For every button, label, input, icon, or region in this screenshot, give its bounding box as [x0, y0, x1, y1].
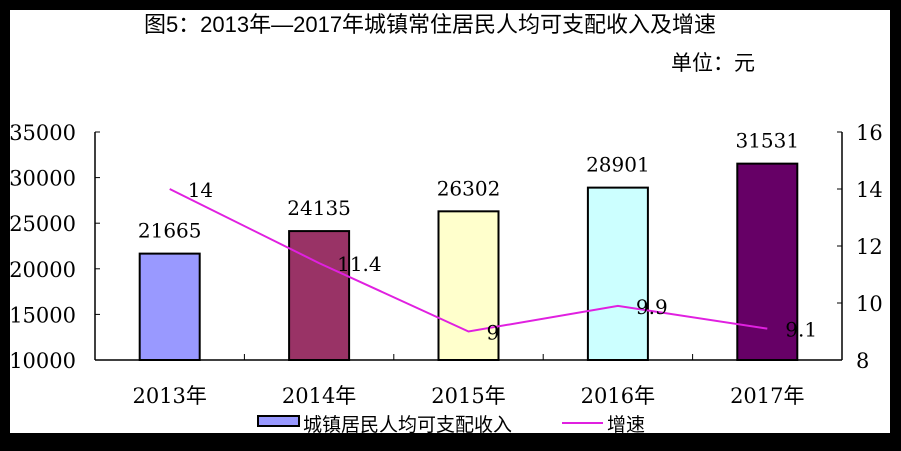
y-right-tick-label: 8	[856, 349, 869, 373]
bar-2014年	[288, 230, 351, 361]
x-tick-label: 2013年	[132, 384, 206, 408]
y-left-tick-label: 30000	[9, 167, 76, 191]
y-left-tick-label: 15000	[9, 303, 76, 327]
bar-2015年	[437, 210, 500, 361]
bar-data-label: 28901	[586, 153, 650, 177]
line-data-label: 9	[487, 321, 500, 345]
y-right-tick-label: 12	[856, 235, 883, 259]
bar-data-label: 31531	[735, 129, 799, 153]
line-data-label: 14	[188, 178, 213, 202]
line-data-label: 11.4	[337, 252, 382, 276]
bar-data-label: 26302	[437, 176, 501, 200]
line-data-label: 9.1	[785, 318, 817, 342]
unit-label: 单位：元	[671, 52, 755, 75]
x-tick-label: 2014年	[282, 384, 356, 408]
y-left-tick-label: 25000	[9, 212, 76, 236]
bar-2017年	[736, 162, 799, 361]
legend-swatch-income	[257, 415, 300, 427]
y-right-tick-label: 16	[856, 121, 883, 145]
growth-line	[169, 188, 768, 333]
x-tick-label: 2016年	[581, 384, 655, 408]
y-left-tick-label: 20000	[9, 258, 76, 282]
legend: 城镇居民人均可支配收入 增速	[257, 414, 645, 436]
y-left-tick-label: 35000	[9, 121, 76, 145]
bar-data-label: 24135	[287, 196, 351, 220]
x-tick-label: 2015年	[431, 384, 505, 408]
y-left-tick-label: 10000	[9, 349, 76, 373]
bar-2016年	[586, 186, 649, 361]
legend-label-income: 城镇居民人均可支配收入	[303, 414, 512, 436]
y-right-tick-label: 14	[856, 178, 883, 202]
y-right-tick-label: 10	[856, 292, 883, 316]
legend-label-growth: 增速	[607, 414, 645, 436]
bar-data-label: 21665	[138, 219, 202, 243]
chart-title: 图5：2013年—2017年城镇常住居民人均可支配收入及增速	[144, 12, 716, 37]
line-data-label: 9.9	[636, 295, 668, 319]
x-tick-label: 2017年	[730, 384, 804, 408]
bar-2013年	[138, 252, 201, 361]
